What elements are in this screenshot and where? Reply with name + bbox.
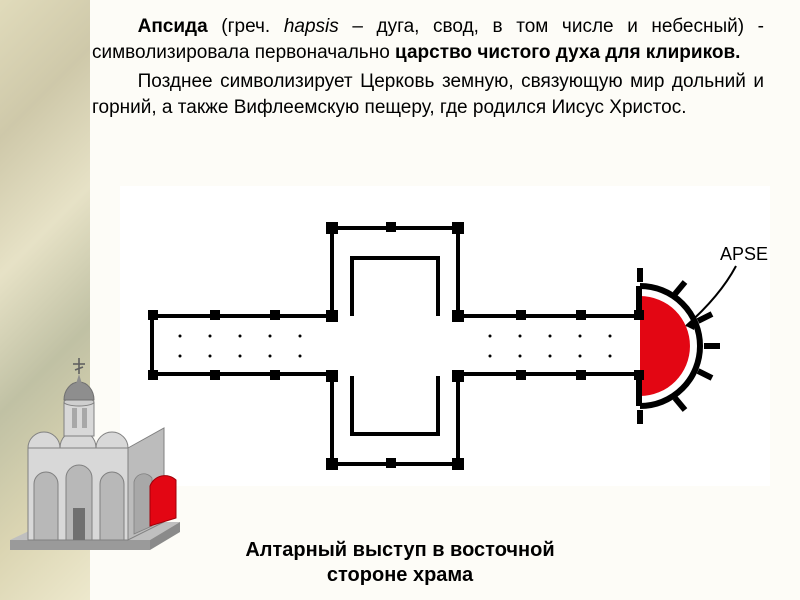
church-3d-illustration (0, 350, 200, 560)
church-svg (0, 350, 200, 560)
caption-block: Алтарный выступ в восточной стороне храм… (0, 538, 800, 588)
term: Апсида (138, 16, 208, 37)
caption-line-1: Алтарный выступ в восточной (0, 538, 800, 563)
apse-shape (640, 296, 690, 396)
floor-plan-svg: APSE (120, 186, 770, 486)
etym-word: hapsis (284, 16, 339, 37)
column-dots (179, 335, 612, 358)
etym-prefix: (греч. (208, 16, 284, 37)
church-apse-highlight (150, 476, 176, 526)
paragraph-2: Позднее символизирует Церковь земную, св… (92, 69, 764, 120)
apse-label-text: APSE (720, 244, 768, 264)
paragraph-1: Апсида (греч. hapsis – дуга, свод, в том… (92, 14, 764, 65)
caption-line-2: стороне храма (0, 563, 800, 588)
apse-label-group: APSE (686, 244, 768, 330)
definition-text-block: Апсида (греч. hapsis – дуга, свод, в том… (0, 0, 800, 131)
emphasis: царство чистого духа для клириков. (395, 42, 740, 63)
floor-plan-diagram: APSE (120, 186, 770, 486)
cross-icon (73, 358, 85, 374)
plan-walls (148, 222, 644, 470)
